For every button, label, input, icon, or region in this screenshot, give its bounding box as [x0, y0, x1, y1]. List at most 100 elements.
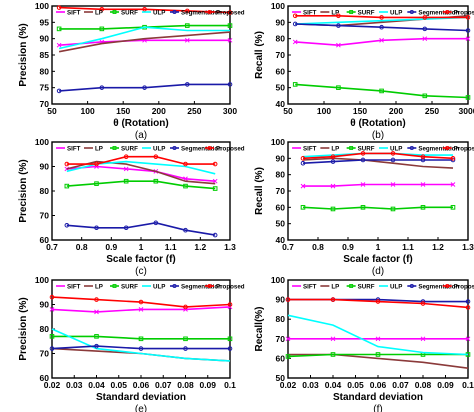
legend-label: SURF [121, 10, 138, 17]
legend-label: Segmentation [181, 284, 222, 291]
legend-item: SURF [346, 10, 375, 17]
x-tick-label: 0.02 [44, 380, 61, 390]
legend-item: ULP [142, 10, 165, 17]
chart-panel-5: 50 60 70 80 90 100 0.02 0.03 0.04 0.05 0.06 0.07 0.0… [254, 275, 474, 412]
data-point-segmentation [138, 346, 144, 351]
data-point-surf [99, 26, 105, 32]
x-tick-label: 0.9 [105, 242, 117, 252]
y-tick-label: 90 [276, 17, 286, 27]
x-axis-label: θ (Rotation) [113, 118, 168, 129]
x-tick-label: 0.1 [224, 380, 236, 390]
x-tick-label: 0.08 [415, 380, 432, 390]
data-point-surf [292, 82, 298, 87]
data-point-proposed [420, 301, 426, 306]
data-point-surf [360, 205, 366, 210]
data-point-surf [336, 85, 341, 90]
legend-label: Proposed [454, 146, 474, 153]
data-point-surf [184, 23, 190, 28]
y-tick-label: 60 [40, 373, 50, 383]
legend-label: Proposed [216, 284, 245, 291]
y-tick-label: 70 [276, 186, 286, 196]
x-tick-label: 0.7 [282, 242, 294, 252]
legend-label: Proposed [454, 10, 474, 17]
series-line-ulp [295, 16, 469, 25]
legend-item: LP [320, 146, 339, 153]
data-point-proposed [420, 154, 426, 159]
legend-item: Segmentation [407, 146, 459, 153]
data-point-surf [375, 352, 381, 357]
y-axis-label: Precision (%) [18, 159, 29, 222]
data-point-proposed [64, 161, 70, 167]
y-tick-label: 90 [40, 34, 50, 44]
y-tick-label: 80 [276, 170, 286, 180]
legend-item: ULP [142, 284, 165, 291]
legend-item: LP [84, 10, 103, 17]
legend-label: SURF [121, 284, 138, 291]
data-point-proposed [227, 302, 233, 307]
legend-label: Segmentation [418, 284, 459, 291]
data-point-sift [379, 37, 384, 43]
legend-marker [409, 283, 414, 289]
data-point-sift [330, 183, 336, 189]
data-point-segmentation [360, 157, 366, 163]
data-point-sift [212, 178, 218, 184]
y-tick-label: 50 [276, 373, 286, 383]
legend-item: ULP [379, 10, 402, 17]
y-tick-label: 70 [40, 211, 50, 221]
data-point-segmentation [390, 157, 396, 163]
x-tick-label: 0.7 [46, 242, 58, 252]
series-line-sift [303, 183, 453, 187]
legend-item: Proposed [442, 146, 474, 153]
data-point-segmentation [465, 28, 471, 33]
x-tick-label: 1.2 [194, 242, 206, 252]
y-tick-label: 100 [271, 1, 285, 11]
x-axis-label: Scale factor (f) [343, 254, 412, 265]
x-tick-label: 1.2 [432, 242, 444, 252]
data-point-proposed [94, 297, 99, 302]
data-point-sift [450, 182, 456, 187]
legend-item: SURF [346, 146, 375, 153]
x-axis-label: Standard deviation [96, 392, 186, 403]
x-tick-label: 1 [376, 242, 381, 252]
series-line-segmentation [302, 159, 453, 164]
y-tick-label: 70 [276, 334, 286, 344]
data-point-sift [390, 182, 396, 187]
x-tick-label: 0.07 [155, 380, 172, 390]
x-tick-label: 200 [152, 106, 166, 116]
x-tick-label: 100 [81, 106, 95, 116]
y-tick-label: 100 [35, 275, 49, 285]
data-point-segmentation [183, 227, 188, 233]
legend-item: Segmentation [407, 284, 459, 291]
x-tick-label: 0.06 [133, 380, 150, 390]
x-tick-label: 250 [187, 106, 201, 116]
x-tick-label: 1.3 [224, 242, 236, 252]
y-tick-label: 40 [276, 99, 286, 109]
x-tick-label: 1.1 [165, 242, 177, 252]
legend-label: LP [331, 146, 339, 153]
series-line-surf [302, 206, 453, 210]
y-tick-label: 50 [276, 219, 286, 229]
legend-item: LP [84, 146, 103, 153]
legend-item: ULP [379, 146, 402, 153]
legend-label: Segmentation [418, 10, 459, 17]
legend-item: ULP [379, 284, 402, 291]
data-point-surf [330, 352, 336, 357]
legend-label: SIFT [67, 146, 81, 153]
data-point-segmentation [153, 220, 159, 226]
data-point-proposed [379, 15, 384, 20]
y-tick-label: 80 [40, 324, 50, 334]
legend-marker [207, 9, 212, 15]
x-tick-label: 1.3 [462, 242, 474, 252]
legend-item: SIFT [292, 284, 317, 291]
x-tick-label: 0.8 [312, 242, 324, 252]
data-point-surf [49, 334, 55, 339]
x-tick-label: 50 [283, 106, 293, 116]
series-line-segmentation [295, 23, 469, 32]
data-point-sift [227, 37, 233, 43]
data-point-proposed [422, 15, 428, 20]
y-tick-label: 80 [276, 314, 286, 324]
legend-label: ULP [390, 10, 402, 17]
legend-item: LP [84, 284, 103, 291]
legend-marker [112, 146, 117, 150]
legend-item: SURF [346, 284, 375, 291]
